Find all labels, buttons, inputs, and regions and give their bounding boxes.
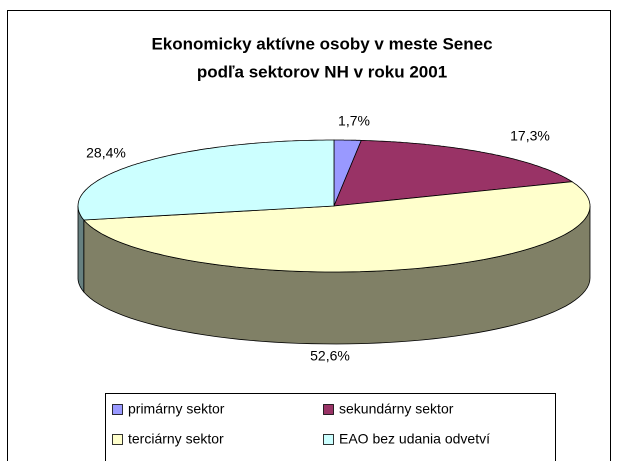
data-label: 1,7% [338, 113, 370, 129]
legend-swatch [112, 434, 123, 445]
legend-swatch [112, 404, 123, 415]
legend-swatch [323, 434, 334, 445]
chart-title: Ekonomicky aktívne osoby v meste Senec [151, 34, 492, 53]
slice [77, 139, 335, 221]
slice [333, 140, 574, 207]
legend-label: primárny sektor [128, 401, 225, 417]
chart-title: podľa sektorov NH v roku 2001 [197, 62, 447, 81]
data-label: 28,4% [86, 145, 126, 161]
legend-label: sekundárny sektor [339, 401, 454, 417]
pie [77, 139, 591, 345]
legend-label: terciárny sektor [128, 431, 224, 447]
data-label: 52,6% [310, 348, 350, 364]
data-label: 17,3% [510, 128, 550, 144]
legend-label: EAO bez udania odvetví [339, 431, 490, 447]
slice [82, 181, 591, 273]
legend-swatch [323, 404, 334, 415]
